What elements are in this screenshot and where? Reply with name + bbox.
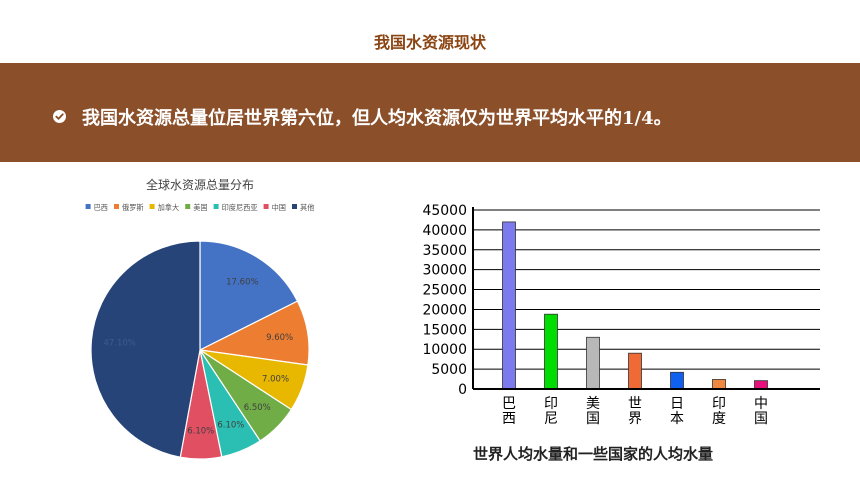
bar [586,336,600,390]
bar-y-tick-labels: 0 5000 10000 15000 20000 25000 30000 35000 40000… [422,203,467,398]
bar [754,380,768,390]
pie-data-label: 6.50% [244,403,271,413]
legend-label: 印度尼西亚 [222,203,258,212]
pie-data-label: 6.10% [217,421,244,431]
legend-swatch [114,204,119,209]
legend-label: 美国 [193,203,207,212]
pie-data-label: 17.60% [226,277,258,287]
y-tick-label: 15000 [422,322,467,338]
x-tick-label: 日本 [670,396,684,427]
x-tick-label: 中国 [754,396,768,427]
y-tick-label: 25000 [422,283,467,299]
pie-data-label: 9.60% [266,333,293,343]
y-tick-label: 30000 [422,263,467,279]
checkmark-circle-icon [53,110,66,123]
slide-title: 我国水资源现状 [373,33,486,52]
y-tick-label: 45000 [422,203,467,219]
pie-legend: 巴西 俄罗斯 加拿大 美国 印度尼西亚 中国 其他 [85,203,314,212]
bar [670,371,684,390]
pie-slice [90,240,201,458]
legend-label: 其他 [300,203,314,212]
pie-data-labels: 17.60%9.60%7.00%6.50%6.10%6.10%47.10% [103,277,293,436]
bar [502,221,516,390]
pie-chart-title: 全球水资源总量分布 [146,177,254,192]
legend-swatch [149,204,155,209]
bar-bars [502,221,768,390]
y-tick-label: 10000 [422,342,467,358]
y-tick-label: 0 [458,382,467,398]
legend-swatch [85,204,91,209]
headline-banner [0,63,860,162]
headline-text: 我国水资源总量位居世界第六位，但人均水资源仅为世界平均水平的1/4。 [82,108,672,129]
bar-axes [472,207,820,390]
pie-data-label: 47.10% [103,339,135,349]
x-tick-label: 巴西 [502,396,516,427]
y-tick-label: 20000 [422,302,467,318]
legend-label: 中国 [272,203,286,212]
x-tick-label: 美国 [586,396,600,427]
bar [544,313,558,390]
legend-label: 巴西 [94,203,108,212]
x-tick-label: 印度 [712,396,726,427]
legend-swatch [292,204,297,209]
legend-label: 俄罗斯 [122,203,144,212]
bar [712,379,726,390]
pie-data-label: 6.10% [187,427,214,437]
legend-swatch [263,204,269,209]
y-tick-label: 35000 [422,243,467,259]
bar [628,352,642,390]
legend-swatch [213,204,219,209]
pie-slices [90,240,310,460]
pie-chart: 全球水资源总量分布 巴西 俄罗斯 加拿大 美国 印度尼西亚 中国 其他 17.60% 9.60… [85,177,314,460]
legend-swatch [185,204,191,209]
bar-chart-title: 世界人均水量和一些国家的人均水量 [473,445,713,463]
y-tick-label: 5000 [431,362,467,378]
legend-label: 加拿大 [158,203,180,212]
pie-data-label: 7.00% [262,374,289,384]
pie-slice [199,240,299,351]
y-tick-label: 40000 [422,223,467,239]
x-tick-label: 印尼 [544,396,558,427]
bar-chart: 0 5000 10000 15000 20000 25000 30000 35000 40000… [422,203,820,463]
x-tick-label: 世界 [628,396,642,427]
bar-gridlines [473,209,820,370]
